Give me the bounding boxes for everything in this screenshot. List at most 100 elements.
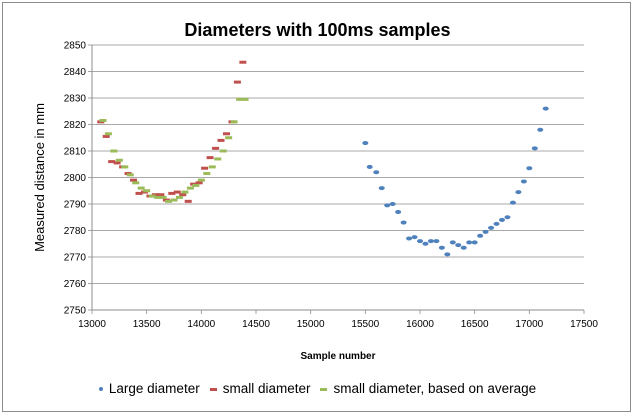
y-tick-label: 2750: [64, 306, 87, 317]
tick-labels: 2750 2760 2770 2780 2790 2800 2810 2820 2830 2840…: [64, 41, 599, 331]
data-point: [531, 146, 538, 151]
data-point: [108, 160, 116, 164]
series-large-diameter: [362, 106, 549, 257]
y-tick-label: 2780: [64, 226, 87, 237]
data-point: [217, 138, 225, 142]
series-small-diameter: [97, 60, 247, 203]
x-axis-title: Sample number: [300, 351, 375, 362]
data-point: [400, 220, 407, 225]
data-point: [488, 225, 495, 230]
data-point: [173, 190, 181, 194]
x-tick-label: 14500: [242, 319, 270, 330]
data-point: [135, 191, 143, 195]
data-point: [132, 181, 140, 185]
y-tick-label: 2840: [64, 67, 87, 78]
legend-marker: [98, 387, 103, 392]
data-point: [460, 245, 467, 250]
chart-frame: [2, 2, 631, 412]
data-point: [373, 170, 380, 175]
data-point: [389, 202, 396, 206]
data-point: [427, 239, 434, 244]
axes: [88, 44, 585, 314]
data-point: [477, 233, 484, 238]
data-point: [192, 183, 200, 187]
data-point: [406, 236, 413, 241]
data-point: [154, 195, 162, 199]
data-point: [195, 181, 203, 185]
data-point: [201, 166, 209, 170]
y-tick-label: 2810: [64, 147, 87, 158]
y-tick-label: 2760: [64, 279, 87, 290]
legend-item: small diameter: [209, 381, 311, 396]
data-point: [493, 221, 500, 226]
data-point: [466, 240, 473, 245]
data-point: [366, 164, 373, 169]
x-tick-label: 17000: [515, 319, 543, 330]
y-tick-label: 2830: [64, 94, 87, 105]
gridlines: [92, 44, 584, 311]
x-tick-label: 15500: [351, 319, 379, 330]
data-point: [102, 134, 110, 138]
data-point: [165, 199, 173, 203]
data-point: [137, 186, 145, 190]
chart-title: Diameters with 100ms samples: [184, 20, 451, 40]
data-point: [526, 166, 533, 171]
data-point: [411, 235, 418, 240]
data-point: [537, 127, 544, 132]
data-point: [175, 195, 183, 199]
data-point: [159, 195, 167, 199]
y-tick-label: 2770: [64, 253, 87, 264]
data-point: [499, 217, 505, 222]
data-point: [233, 80, 241, 84]
data-point: [121, 165, 129, 169]
legend-label: Large diameter: [108, 381, 200, 396]
x-tick-label: 13500: [133, 319, 161, 330]
data-point: [520, 179, 527, 184]
data-point: [444, 252, 451, 257]
data-point: [208, 165, 216, 169]
x-tick-label: 16500: [461, 319, 489, 330]
data-point: [184, 199, 192, 203]
data-point: [104, 132, 112, 136]
data-point: [157, 193, 165, 197]
data-point: [417, 239, 423, 244]
data-point: [504, 215, 511, 220]
legend-marker: [209, 387, 217, 391]
legend-label: small diameter: [222, 381, 311, 396]
data-point: [449, 240, 456, 245]
data-point: [181, 190, 189, 194]
data-point: [438, 245, 445, 250]
data-point: [186, 186, 194, 190]
data-point: [113, 161, 121, 165]
data-point: [236, 97, 244, 101]
data-point: [148, 194, 156, 198]
data-point: [130, 178, 138, 182]
data-point: [99, 119, 107, 123]
data-point: [230, 120, 238, 124]
legend-label: small diameter, based on average: [333, 381, 537, 396]
data-point: [515, 190, 522, 195]
data-point: [214, 157, 222, 161]
y-tick-label: 2790: [64, 200, 87, 211]
legend-marker: [320, 387, 328, 391]
data-point: [384, 203, 391, 208]
legend-item: Large diameter: [98, 381, 200, 396]
data-point: [471, 240, 478, 245]
data-point: [378, 186, 385, 191]
data-point: [482, 229, 489, 234]
data-point: [143, 189, 151, 193]
data-point: [212, 146, 220, 150]
x-tick-label: 15000: [297, 319, 325, 330]
data-point: [206, 156, 214, 160]
data-point: [225, 136, 233, 140]
data-point: [222, 132, 230, 136]
x-tick-label: 17500: [570, 319, 598, 330]
data-point: [395, 209, 402, 214]
legend-item: small diameter, based on average: [320, 381, 536, 396]
x-tick-label: 14000: [187, 319, 215, 330]
data-point: [219, 149, 227, 153]
data-point: [542, 106, 549, 111]
data-point: [168, 191, 176, 195]
data-point: [170, 198, 178, 202]
